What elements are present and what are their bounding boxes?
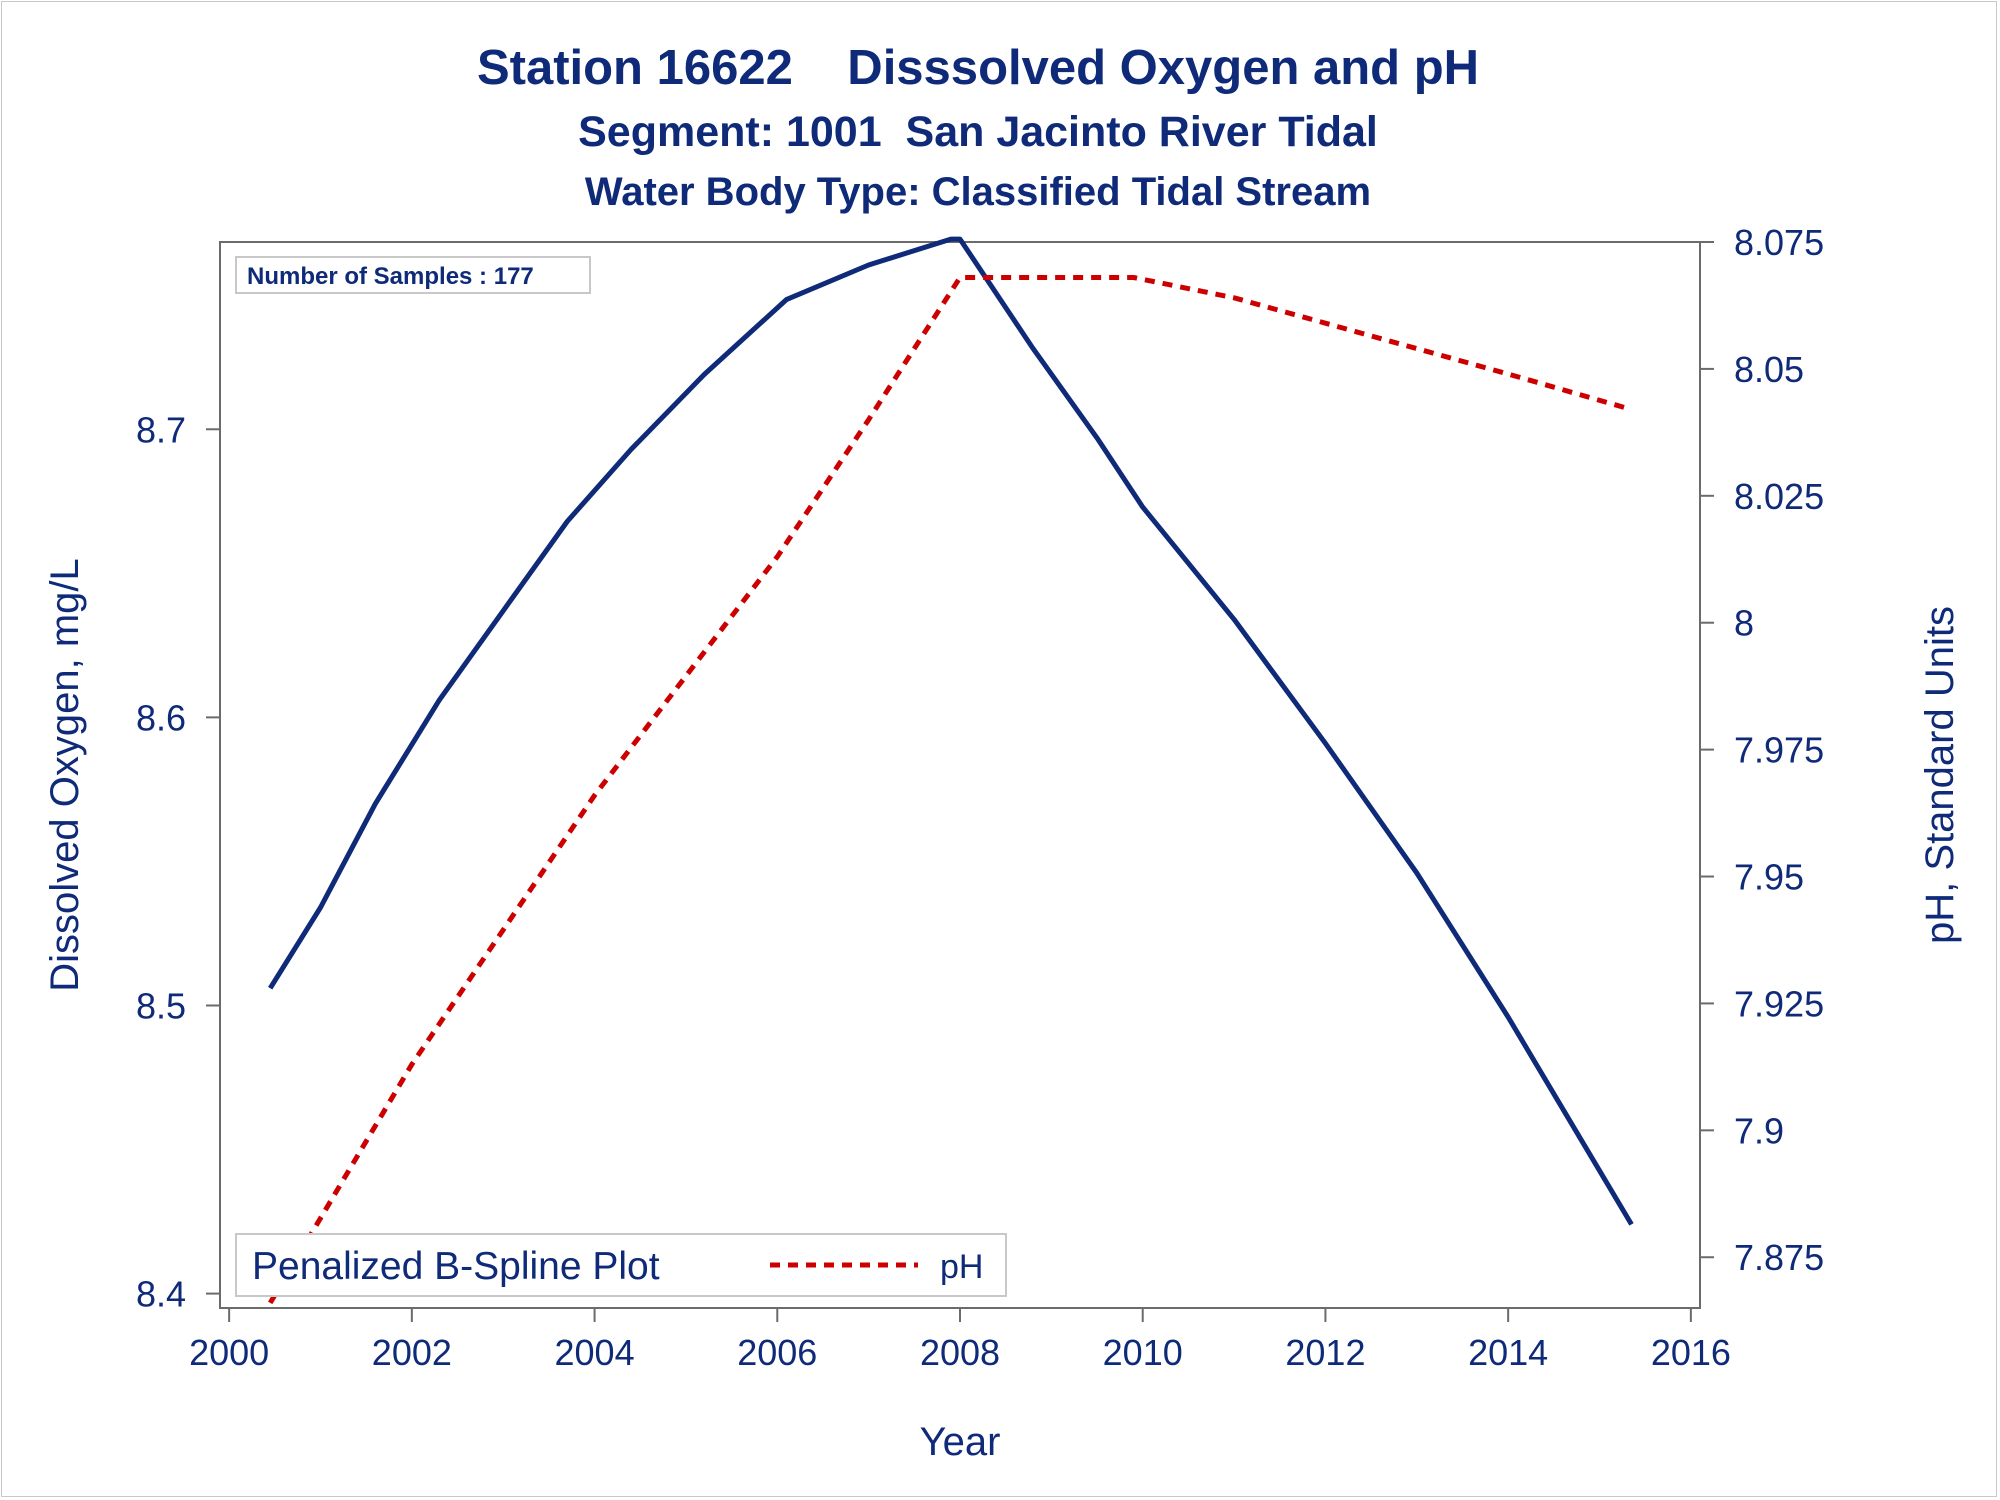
x-tick-label: 2002 — [372, 1332, 452, 1373]
x-tick-label: 2014 — [1468, 1332, 1548, 1373]
y-left-tick-label: 8.5 — [136, 985, 186, 1026]
x-tick-label: 2000 — [189, 1332, 269, 1373]
chart-subtitle: Segment: 1001 San Jacinto River Tidal — [578, 108, 1378, 156]
plot-area-frame — [219, 241, 1701, 1309]
y-right-tick-label: 7.925 — [1734, 983, 1824, 1024]
x-tick-label: 2016 — [1651, 1332, 1731, 1373]
y-right-tick-label: 7.875 — [1734, 1237, 1824, 1278]
legend-ph-label: pH — [940, 1248, 983, 1286]
x-tick-label: 2006 — [737, 1332, 817, 1373]
y-right-tick-label: 8.025 — [1734, 476, 1824, 517]
x-tick-label: 2008 — [920, 1332, 1000, 1373]
x-tick-label: 2012 — [1285, 1332, 1365, 1373]
y-right-tick-label: 8.075 — [1734, 222, 1824, 263]
y-right-tick-label: 7.975 — [1734, 730, 1824, 771]
x-tick-label: 2010 — [1103, 1332, 1183, 1373]
x-axis-label: Year — [920, 1420, 1001, 1464]
y-right-tick-label: 7.95 — [1734, 857, 1804, 898]
samples-inset-label: Number of Samples : 177 — [247, 263, 534, 290]
y-left-axis-label: Dissolved Oxygen, mg/L — [43, 558, 87, 992]
chart-title: Station 16622 Disssolved Oxygen and pH — [476, 41, 1480, 95]
legend-title: Penalized B-Spline Plot — [252, 1245, 660, 1288]
y-right-tick-label: 8.05 — [1734, 349, 1804, 390]
x-tick-label: 2004 — [555, 1332, 635, 1373]
y-right-axis-label: pH, Standard Units — [1918, 606, 1962, 944]
y-right-tick-label: 8 — [1734, 603, 1754, 644]
chart-subtitle-2: Water Body Type: Classified Tidal Stream — [584, 170, 1372, 214]
series-ph-line — [268, 275, 1633, 1305]
y-left-tick-label: 8.4 — [136, 1274, 186, 1315]
samples-inset-box — [235, 256, 591, 294]
y-left-tick-label: 8.7 — [136, 409, 186, 450]
y-left-tick-label: 8.6 — [136, 697, 186, 738]
legend-box — [235, 1233, 1007, 1297]
series-dissolved-oxygen-line — [268, 236, 1634, 1226]
y-right-tick-label: 7.9 — [1734, 1110, 1784, 1151]
